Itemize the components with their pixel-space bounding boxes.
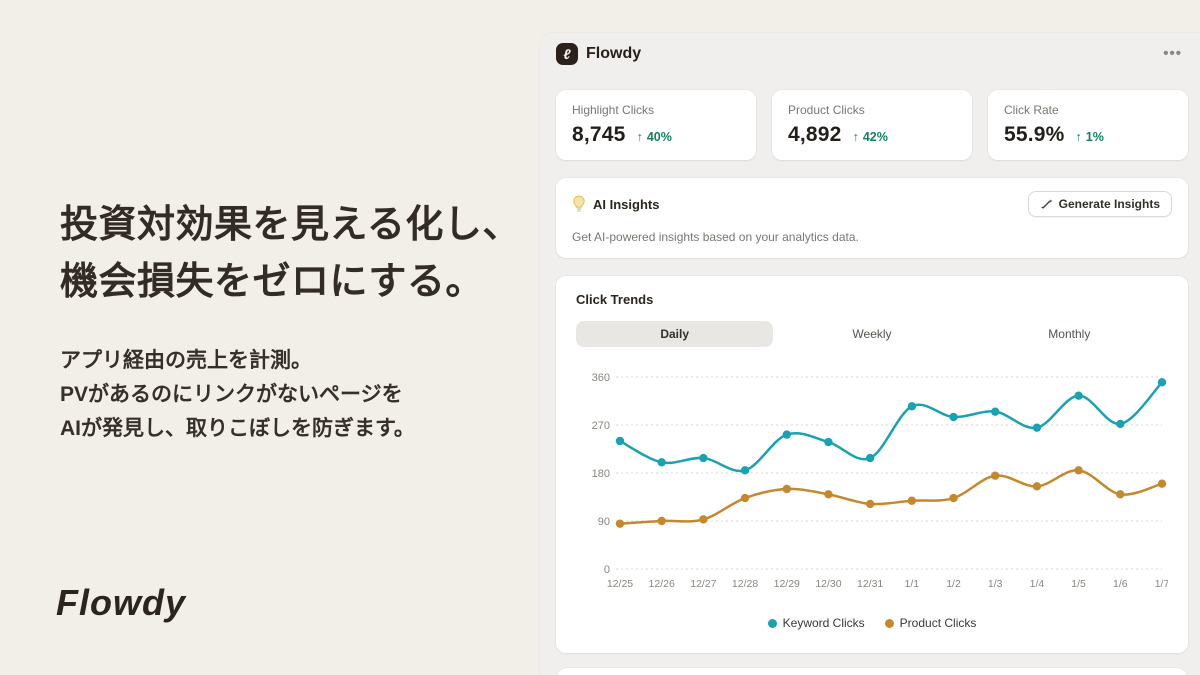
tab-daily[interactable]: Daily xyxy=(576,321,774,347)
stat-label: Product Clicks xyxy=(788,103,865,117)
legend-dot-icon xyxy=(884,618,894,628)
stat-delta-value: 40% xyxy=(646,130,672,144)
stat-delta-value: 42% xyxy=(862,130,888,144)
stat-value: 4,892 xyxy=(788,123,842,146)
headline-line-2: 機会損失をゼロにする。 xyxy=(60,261,484,303)
next-section-card xyxy=(556,668,1188,675)
click-trends-card: Click Trends Daily Weekly Monthly 0 90 180… xyxy=(556,276,1188,653)
subtext-line-1: アプリ経由の売上を計測。 xyxy=(60,349,312,372)
lightbulb-icon xyxy=(573,195,585,212)
svg-text:0: 0 xyxy=(604,564,610,576)
svg-text:1/2: 1/2 xyxy=(946,578,961,590)
app-header: ℓ Flowdy ••• xyxy=(540,33,1200,75)
svg-text:90: 90 xyxy=(598,516,610,528)
trend-chart-svg: 0 90 180 270 360 12/25 12/26 12/27 12/28 12/29 12/… xyxy=(592,372,1170,590)
svg-text:1/5: 1/5 xyxy=(1071,578,1086,590)
svg-text:12/30: 12/30 xyxy=(815,578,841,590)
subtext-line-2: PVがあるのにリンクがないページを xyxy=(60,383,403,406)
svg-text:12/26: 12/26 xyxy=(649,578,675,590)
svg-text:270: 270 xyxy=(592,420,610,432)
svg-text:12/28: 12/28 xyxy=(732,578,758,590)
legend-label: Keyword Clicks xyxy=(782,616,865,630)
legend-dot-icon xyxy=(767,618,777,628)
stat-delta-value: 1% xyxy=(1085,130,1104,144)
svg-text:12/31: 12/31 xyxy=(857,578,883,590)
svg-text:1/7: 1/7 xyxy=(1155,578,1168,590)
legend-label: Product Clicks xyxy=(899,616,977,630)
brand-logo: Flowdy xyxy=(56,582,186,623)
arrow-up-icon: ↑ xyxy=(852,130,859,144)
tab-monthly[interactable]: Monthly xyxy=(1048,327,1091,341)
period-tabs: Daily Weekly Monthly xyxy=(576,321,1168,347)
hero-subtext: アプリ経由の売上を計測。 PVがあるのにリンクがないページを AIが発見し、取り… xyxy=(60,344,415,446)
hero-headline: 投資対効果を見える化し、 機会損失をゼロにする。 xyxy=(60,197,521,311)
svg-text:180: 180 xyxy=(592,468,610,480)
svg-text:1/4: 1/4 xyxy=(1030,578,1045,590)
hero-section: 投資対効果を見える化し、 機会損失をゼロにする。 アプリ経由の売上を計測。 PV… xyxy=(0,0,540,675)
stat-card-highlight-clicks: Highlight Clicks 8,745 ↑ 40% xyxy=(556,90,756,160)
ai-insights-title: AI Insights xyxy=(593,196,660,212)
stat-value: 8,745 xyxy=(572,123,626,146)
generate-insights-button[interactable]: Generate Insights xyxy=(1027,191,1172,217)
click-trends-title: Click Trends xyxy=(576,292,654,307)
ai-insights-card: AI Insights Generate Insights Get AI-pow… xyxy=(556,178,1188,258)
stat-label: Click Rate xyxy=(1004,103,1059,117)
stat-label: Highlight Clicks xyxy=(572,103,655,117)
dashboard-panel: ℓ Flowdy ••• Highlight Clicks 8,745 ↑ 40%… xyxy=(540,33,1200,675)
arrow-up-icon: ↑ xyxy=(1075,130,1082,144)
app-logo-icon: ℓ xyxy=(556,43,578,65)
generate-insights-label: Generate Insights xyxy=(1058,197,1160,211)
stat-delta: ↑ 40% xyxy=(637,130,672,144)
subtext-line-3: AIが発見し、取りこぼしを防ぎます。 xyxy=(60,417,415,440)
svg-text:12/25: 12/25 xyxy=(607,578,633,590)
arrow-up-icon: ↑ xyxy=(636,130,643,144)
magic-wand-icon xyxy=(1040,198,1053,209)
chart-legend: Keyword Clicks Product Clicks xyxy=(576,616,1168,630)
svg-text:1/3: 1/3 xyxy=(988,578,1003,590)
legend-item: Product Clicks xyxy=(884,616,977,630)
svg-text:1/1: 1/1 xyxy=(905,578,920,590)
headline-line-1: 投資対効果を見える化し、 xyxy=(60,204,521,246)
stat-card-product-clicks: Product Clicks 4,892 ↑ 42% xyxy=(772,90,972,160)
ai-insights-description: Get AI-powered insights based on your an… xyxy=(572,230,859,244)
stat-delta: ↑ 42% xyxy=(853,130,888,144)
svg-text:12/27: 12/27 xyxy=(690,578,716,590)
app-title: Flowdy xyxy=(586,45,642,62)
stat-delta: ↑ 1% xyxy=(1076,130,1104,144)
stat-card-click-rate: Click Rate 55.9% ↑ 1% xyxy=(988,90,1188,160)
legend-item: Keyword Clicks xyxy=(767,616,865,630)
svg-text:360: 360 xyxy=(592,372,610,384)
more-options-icon[interactable]: ••• xyxy=(1163,45,1182,62)
trend-chart: 0 90 180 270 360 12/25 12/26 12/27 12/28 12/29 12/… xyxy=(576,363,1170,600)
svg-text:12/29: 12/29 xyxy=(774,578,800,590)
stat-value: 55.9% xyxy=(1004,123,1065,146)
tab-weekly[interactable]: Weekly xyxy=(852,327,892,341)
stats-row: Highlight Clicks 8,745 ↑ 40% Product Clic… xyxy=(556,90,1188,160)
svg-text:1/6: 1/6 xyxy=(1113,578,1128,590)
